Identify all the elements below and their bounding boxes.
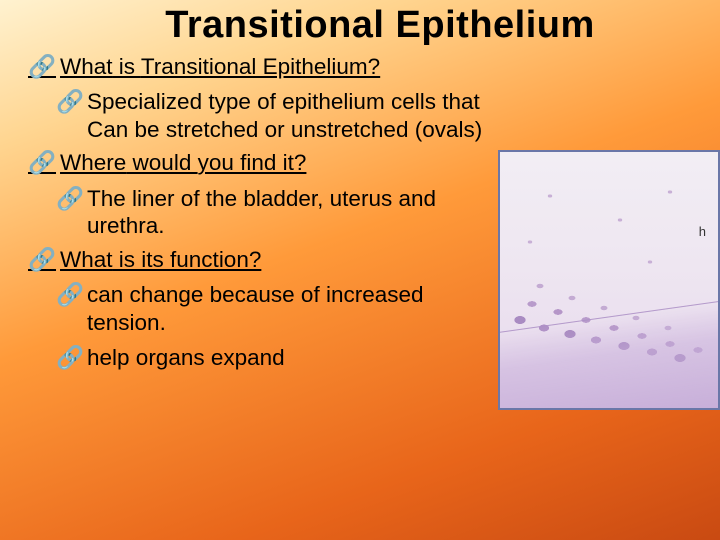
question-1-text: What is Transitional Epithelium? (60, 53, 380, 80)
question-3-text: What is its function? (60, 246, 261, 273)
answer-3-1: 🔗 can change because of increased tensio… (56, 281, 486, 336)
answer-3-2-text: help organs expand (87, 344, 285, 371)
q1-prefix: What (60, 54, 113, 79)
q2-tail: you find it? (198, 150, 307, 175)
histology-image: h (498, 150, 720, 410)
answer-3-2: 🔗 help organs expand (56, 344, 486, 371)
question-1: 🔗 What is Transitional Epithelium? (28, 53, 692, 80)
link-icon: 🔗 (28, 149, 56, 176)
link-icon: 🔗 (28, 53, 56, 80)
image-tick-label: h (699, 224, 706, 239)
slide: Transitional Epithelium 🔗 What is Transi… (0, 0, 720, 540)
q1-rest: is (113, 54, 141, 79)
answer-1-1: 🔗 Specialized type of epithelium cells t… (56, 88, 486, 143)
q3-rest: is its function? (113, 247, 262, 272)
slide-title: Transitional Epithelium (68, 4, 692, 47)
link-icon: 🔗 (28, 246, 56, 273)
link-icon: 🔗 (56, 281, 84, 308)
answer-2-1: 🔗 The liner of the bladder, uterus and u… (56, 185, 486, 240)
link-icon: 🔗 (56, 88, 84, 115)
answer-1-1-text: Specialized type of epithelium cells tha… (87, 88, 486, 143)
answer-2-1-text: The liner of the bladder, uterus and ure… (87, 185, 486, 240)
q2-rest: would (126, 150, 197, 175)
q2-prefix: Where (60, 150, 126, 175)
question-2-text: Where would you find it? (60, 149, 306, 176)
link-icon: 🔗 (56, 344, 84, 371)
link-icon: 🔗 (56, 185, 84, 212)
answer-3-1-text: can change because of increased tension. (87, 281, 486, 336)
q3-prefix: What (60, 247, 113, 272)
q1-tail: Transitional Epithelium? (141, 54, 380, 79)
